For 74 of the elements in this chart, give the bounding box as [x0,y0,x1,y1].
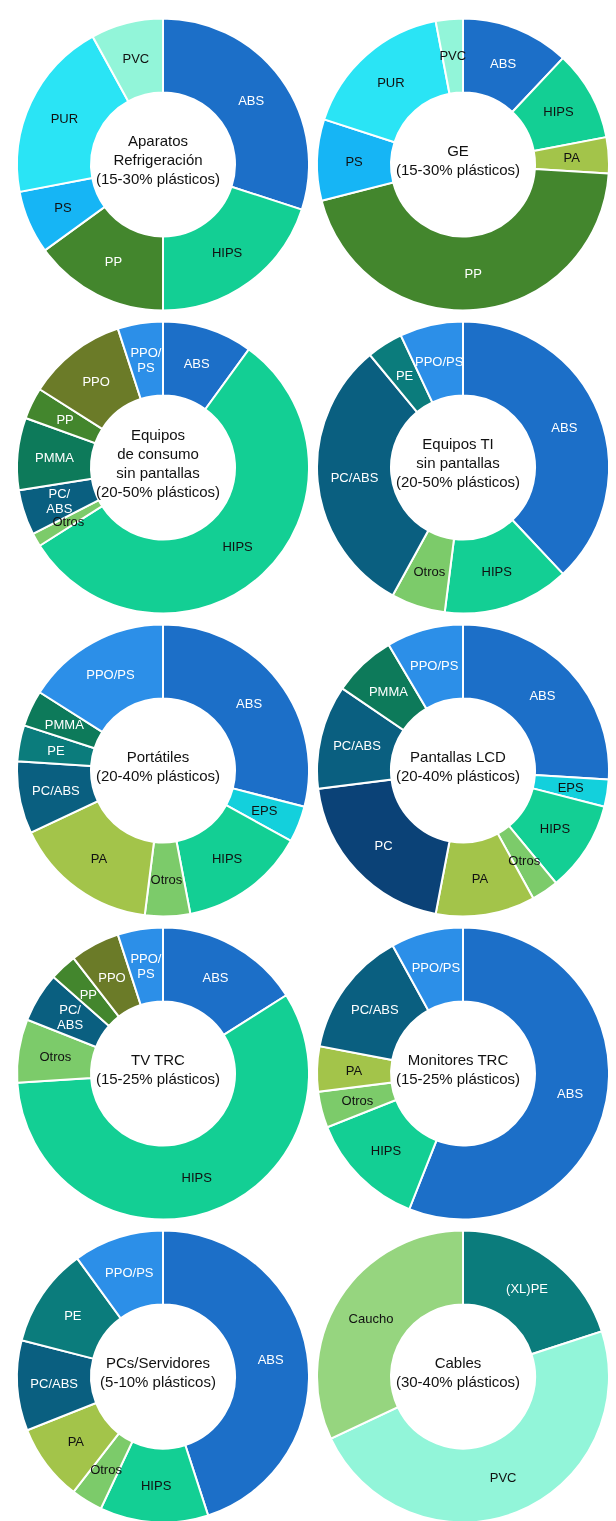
slice-label: PA [90,851,108,867]
slice-label: PPO/PS [410,657,459,673]
slice-label: PPO [98,969,126,985]
slice-label: HIPS [222,539,254,555]
text: Equipos TI sin pantallas (20-50% plásticos) [395,434,521,491]
slice-label: ABS [490,55,517,71]
slice-label: PC [374,837,393,853]
slice-label: ABS [183,356,211,372]
text: Cables (30-40% plásticos) [395,1352,521,1391]
slice-label: PS [345,153,364,169]
slice-label: Otros [39,1048,72,1064]
slice-label: PMMA [44,716,85,732]
slice-label: PC/ABS [32,783,81,799]
slice-label: PVC [122,51,150,67]
slice-label: PPO/PS [411,960,461,976]
slice-label: PPO/PS [415,353,464,369]
slice-label: PC/ABS [330,470,379,486]
slice-label: PA [67,1434,85,1450]
slice-label: HIPS [481,563,513,579]
text: PCs/Servidores (5-10% plásticos) [100,1352,216,1391]
slice-label: HIPS [370,1143,402,1159]
slice-label: HIPS [543,104,575,120]
text: Pantallas LCD (20-40% plásticos) [395,746,521,785]
slice-label: ABS [238,92,265,108]
slice-label: PPO/PS [130,344,162,375]
text: GE (15-30% plásticos) [395,140,521,179]
slice-label: PPO/PS [86,667,136,683]
slice-label: Caucho [348,1310,394,1326]
slice-label: ABS [557,1086,584,1102]
slice-label: Otros [413,563,446,579]
slice-label: HIPS [211,245,243,261]
slice-label: PE [395,367,414,383]
slice-label: PMMA [368,683,409,699]
text: Portátiles (20-40% plásticos) [95,746,221,785]
slice-label: PPO [82,373,110,389]
text: Equipos de consumo sin pantallas (20-50% plásticos) [95,424,221,501]
slice-label: PC/ABS [46,486,73,517]
slice-label: HIPS [181,1169,213,1185]
slice-label: Otros [150,871,183,887]
slice-label: ABS [202,970,229,986]
slice-label: EPS [251,803,278,819]
slice-label: HIPS [140,1477,172,1493]
slice-label: Otros [341,1093,374,1109]
slice-label: ABS [236,696,263,712]
slice-label: PP [464,265,482,281]
slice-label: PP [104,254,123,270]
slice-label: PC/ABS [57,1001,84,1032]
slice-label: ABS [529,688,556,704]
slice-label: PP [56,412,74,428]
slice-label: PVC [489,1470,517,1486]
slice-label: PC/ABS [30,1375,79,1391]
slice-label: (XL)PE [506,1280,549,1296]
slice-label: HIPS [539,821,571,837]
slice-label: PC/ABS [350,1001,399,1017]
slice-label: PUR [377,75,405,91]
slice-label: PC/ABS [333,737,382,753]
slice-label: PS [54,200,72,216]
text: TV TRC (15-25% plásticos) [95,1049,221,1088]
slice-label: PE [64,1307,82,1323]
text: Aparatos Refrigeración (15-30% plásticos) [95,131,221,188]
slice-label: PA [563,150,581,166]
slice-label: PUR [50,110,79,126]
text: Monitores TRC (15-25% plásticos) [395,1049,521,1088]
slice-label: PA [345,1062,363,1078]
slice-label: EPS [557,780,584,796]
slice-label: ABS [257,1351,284,1367]
slice-label: PPO/PS [105,1265,154,1281]
slice-label: PP [79,986,98,1002]
slice-label: HIPS [211,851,243,867]
slice-label: PA [471,870,489,886]
slice-label: PE [47,742,65,758]
slice-label: ABS [551,419,578,435]
slice-label: PPO/PS [130,950,162,981]
slice-label: PMMA [34,449,75,465]
